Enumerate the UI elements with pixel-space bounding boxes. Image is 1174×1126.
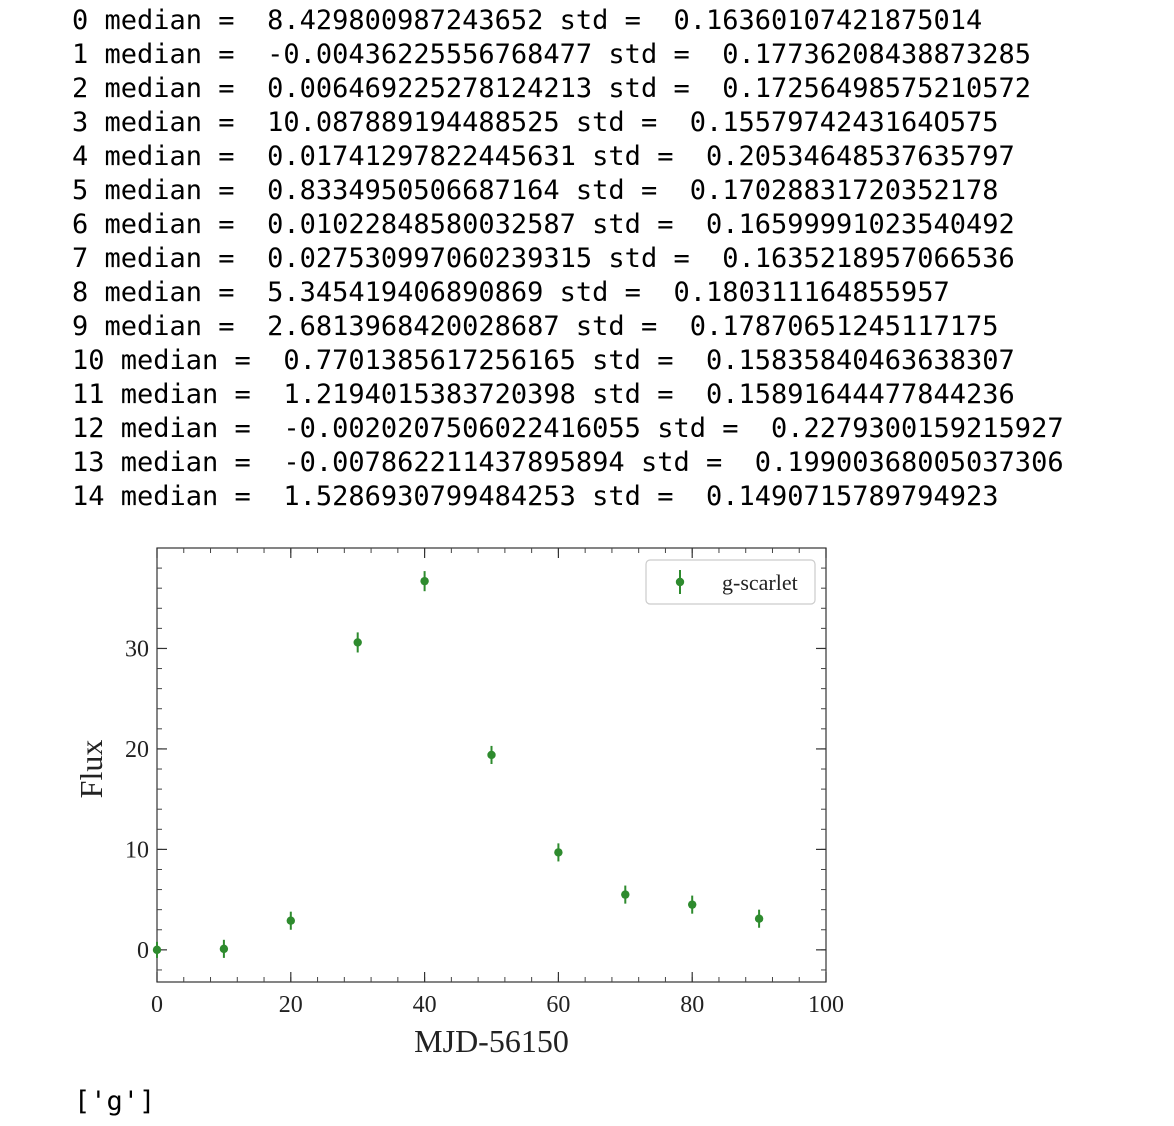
data-point bbox=[353, 638, 362, 647]
x-axis-label: MJD-56150 bbox=[414, 1023, 569, 1059]
stdout-line: 2 median = 0.006469225278124213 std = 0.… bbox=[72, 73, 1032, 104]
y-axis-label: Flux bbox=[73, 740, 109, 799]
stdout-line: 11 median = 1.2194015383720398 std = 0.1… bbox=[72, 379, 1015, 410]
stdout-line: 4 median = 0.01741297822445631 std = 0.2… bbox=[72, 141, 1015, 172]
data-point bbox=[286, 916, 295, 925]
data-point bbox=[621, 890, 630, 899]
data-point bbox=[219, 944, 229, 954]
legend-label: g-scarlet bbox=[722, 570, 798, 595]
stdout-line: 12 median = -0.0020207506022416055 std =… bbox=[72, 413, 1064, 444]
stdout-line: 5 median = 0.8334950506687164 std = 0.17… bbox=[72, 175, 999, 206]
list-output: ['g'] bbox=[74, 1086, 156, 1117]
x-tick-label: 40 bbox=[413, 992, 437, 1018]
flux-chart: 0 20 40 60 80 100 0 10 20 30 MJD-56150 Flux g-scarle… bbox=[73, 547, 844, 1059]
y-tick-label: 0 bbox=[137, 938, 149, 964]
data-point bbox=[420, 576, 429, 586]
stdout-line: 13 median = -0.007862211437895894 std = … bbox=[72, 447, 1064, 478]
plot-frame bbox=[156, 547, 827, 983]
stdout-line: 9 median = 2.6813968420028687 std = 0.17… bbox=[72, 311, 999, 342]
stdout-line: 14 median = 1.5286930799484253 std = 0.1… bbox=[72, 481, 999, 512]
data-point bbox=[754, 914, 764, 923]
stdout-line: 10 median = 0.7701385617256165 std = 0.1… bbox=[72, 345, 1015, 376]
stdout-lines: 0 median = 8.429800987243652 std = 0.163… bbox=[72, 4, 1064, 514]
x-tick-label: 0 bbox=[151, 992, 163, 1018]
y-tick-label: 20 bbox=[125, 737, 149, 763]
stdout-line: 6 median = 0.01022848580032587 std = 0.1… bbox=[72, 209, 1015, 240]
legend-marker bbox=[675, 577, 685, 587]
data-point bbox=[487, 750, 496, 760]
x-tick-label: 60 bbox=[546, 992, 570, 1018]
data-point bbox=[554, 848, 563, 857]
x-tick-label: 80 bbox=[680, 992, 704, 1018]
x-tick-label: 100 bbox=[808, 992, 844, 1018]
stdout-line: 7 median = 0.027530997060239315 std = 0.… bbox=[72, 243, 1015, 274]
y-tick-label: 30 bbox=[125, 636, 149, 662]
stdout-line: 8 median = 5.345419406890869 std = 0.180… bbox=[72, 277, 950, 308]
stdout-line: 1 median = -0.0043622555676847​7 std = 0… bbox=[72, 39, 1032, 70]
data-point bbox=[688, 900, 697, 909]
legend-box bbox=[645, 559, 816, 605]
x-tick-label: 20 bbox=[279, 992, 303, 1018]
stdout-line: 3 median = 10.087889194488525 std = 0.15… bbox=[72, 107, 999, 138]
data-point bbox=[152, 945, 162, 955]
y-tick-label: 10 bbox=[125, 837, 149, 863]
stdout-line: 0 median = 8.429800987243652 std = 0.163… bbox=[72, 5, 983, 36]
